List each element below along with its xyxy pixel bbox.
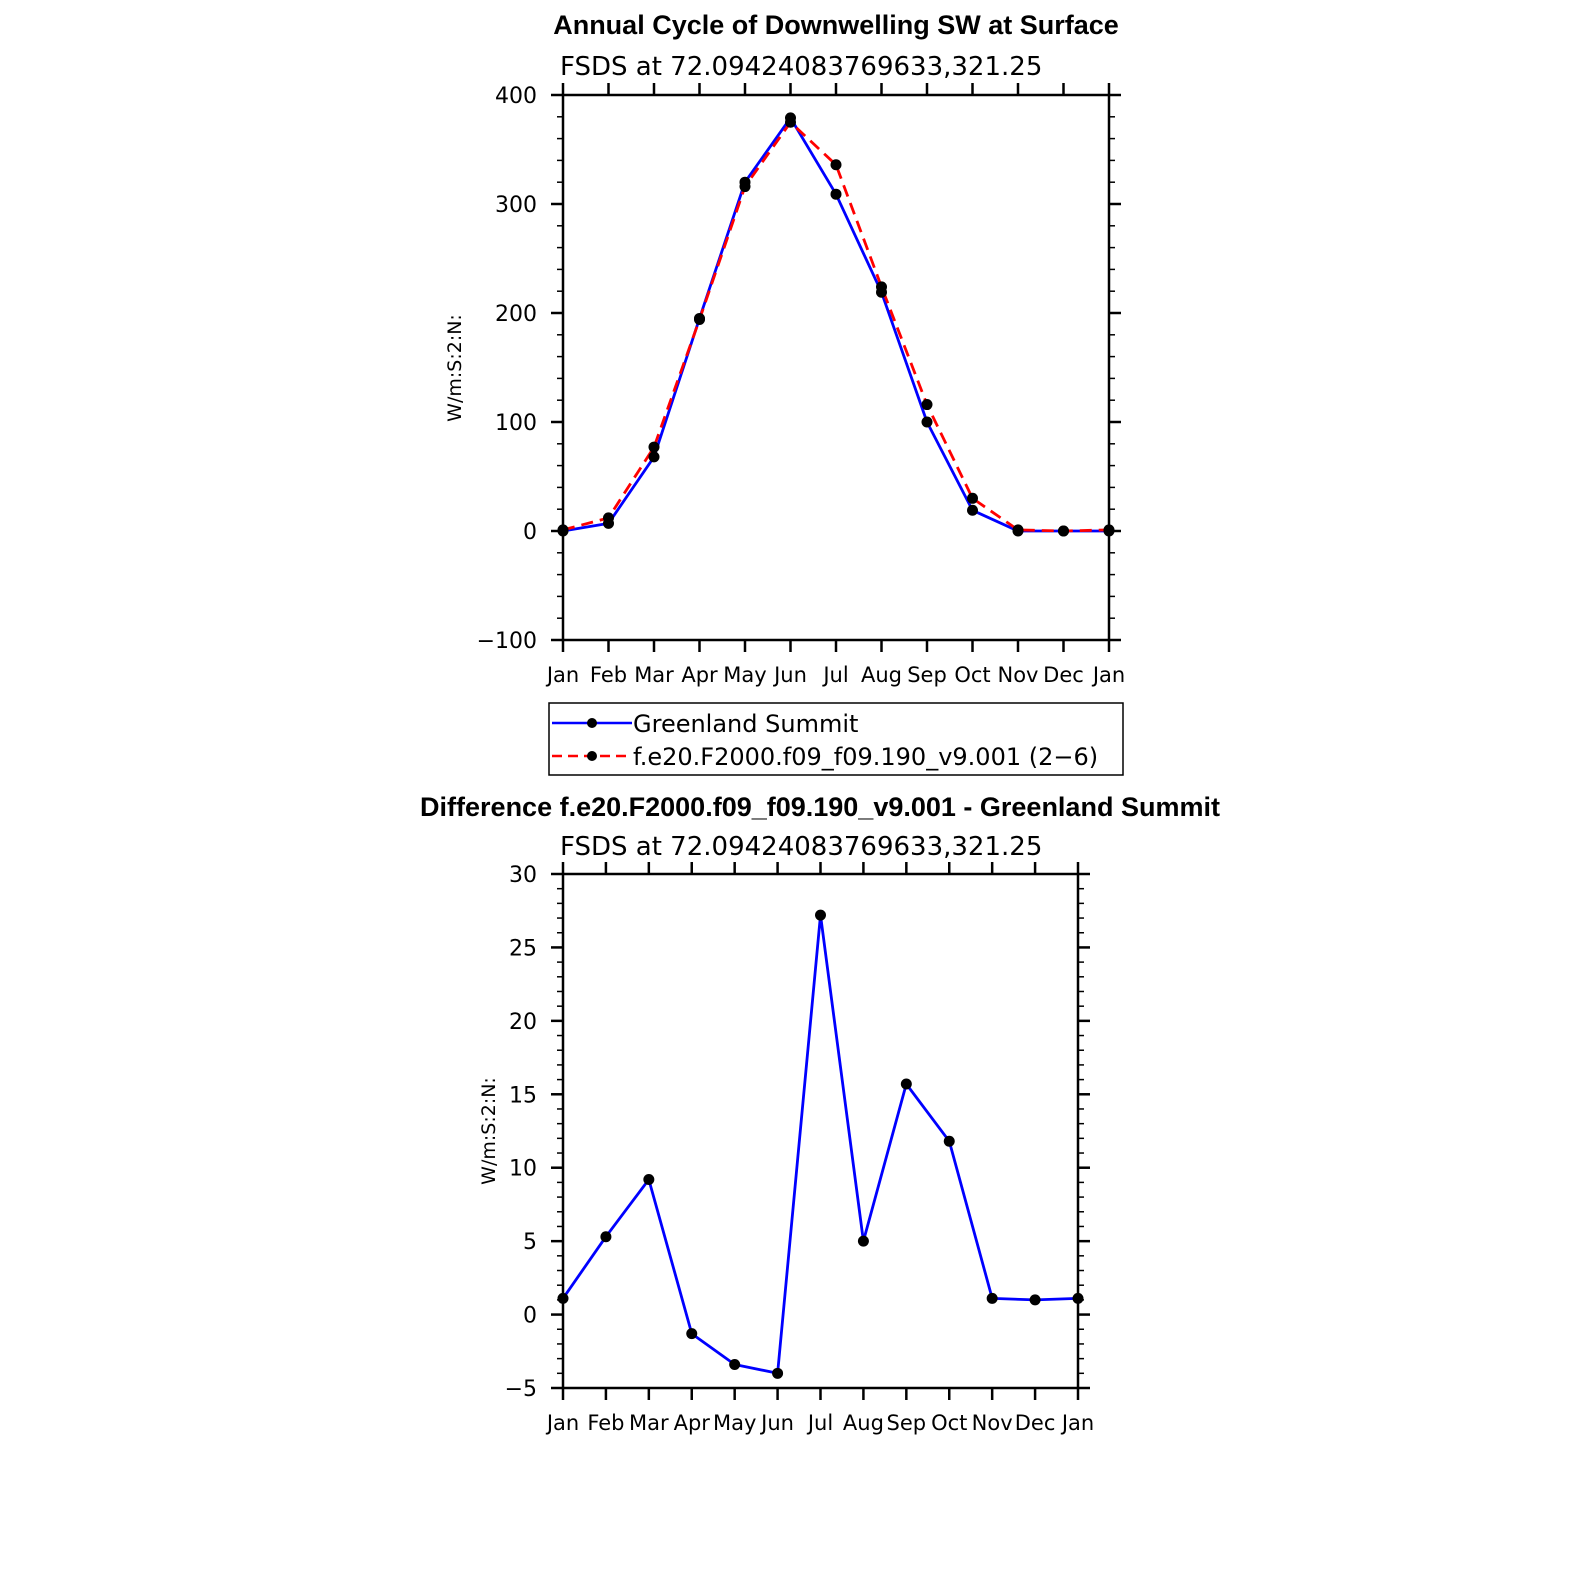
y-tick-label: 10: [509, 1157, 537, 1182]
y-tick-label: 20: [509, 1010, 537, 1035]
x-tick-label: Oct: [931, 1411, 967, 1435]
chart-title: Difference f.e20.F2000.f09_f09.190_v9.00…: [420, 792, 1220, 822]
data-point-1-3: [694, 314, 705, 326]
legend-marker-greenland-summit: [587, 718, 597, 728]
x-tick-label: Aug: [861, 663, 902, 687]
data-point-0-8: [900, 1078, 912, 1090]
x-tick-label: Oct: [954, 663, 990, 687]
y-axis-label: W/m:S:2:N:: [444, 314, 466, 422]
x-tick-label: Mar: [634, 663, 674, 687]
x-tick-label: Jul: [821, 663, 848, 687]
data-point-0-6: [815, 909, 826, 921]
x-tick-label: May: [713, 1411, 756, 1435]
x-tick-label: Feb: [587, 1411, 624, 1435]
legend-marker-model: [587, 751, 597, 761]
data-point-1-7: [876, 281, 887, 293]
y-tick-label: 100: [495, 411, 537, 436]
y-tick-label: 30: [509, 863, 537, 888]
chart-subtitle: FSDS at 72.09424083769633,321.25: [560, 832, 1042, 862]
x-tick-label: Nov: [998, 663, 1039, 687]
x-tick-label: Jan: [545, 663, 579, 687]
y-tick-label: −100: [477, 629, 537, 654]
data-point-0-6: [830, 188, 842, 200]
data-point-1-10: [1012, 524, 1024, 536]
data-point-0-9: [967, 504, 978, 516]
data-point-0-5: [772, 1367, 784, 1379]
y-tick-label: 15: [509, 1083, 537, 1108]
legend-box: [548, 702, 1124, 776]
y-tick-label: 0: [523, 1304, 537, 1329]
annual-cycle-panel: Annual Cycle of Downwelling SW at Surfac…: [444, 10, 1125, 776]
y-tick-label: 25: [509, 936, 537, 961]
data-point-0-3: [686, 1328, 698, 1340]
y-tick-label: −5: [505, 1377, 537, 1402]
data-point-0-1: [600, 1231, 612, 1243]
x-tick-label: Jan: [545, 1411, 579, 1435]
data-point-1-5: [785, 116, 796, 128]
x-tick-label: Apr: [674, 1411, 711, 1435]
series-line-0: [562, 116, 1109, 533]
y-tick-label: 5: [523, 1230, 537, 1255]
x-tick-label: Jul: [806, 1411, 833, 1435]
x-tick-label: Sep: [907, 663, 947, 687]
plot-frame: [561, 872, 1080, 1390]
legend-label-greenland-summit: Greenland Summit: [633, 710, 858, 738]
x-tick-label: Sep: [887, 1411, 927, 1435]
y-axis-label: W/m:S:2:N:: [478, 1077, 500, 1185]
x-tick-label: Dec: [1015, 1411, 1056, 1435]
legend: Greenland Summit f.e20.F2000.f09_f09.190…: [548, 702, 1124, 776]
x-tick-label: Jan: [1091, 663, 1125, 687]
data-point-1-1: [603, 512, 614, 524]
data-point-1-8: [921, 399, 933, 411]
data-point-1-6: [830, 159, 842, 171]
x-tick-label: Jan: [1060, 1411, 1094, 1435]
plot-frame: [561, 93, 1111, 642]
data-point-1-9: [967, 492, 978, 504]
series-line-0: [561, 913, 1079, 1375]
y-tick-label: 200: [495, 302, 537, 327]
x-tick-label: Feb: [590, 663, 627, 687]
x-tick-label: May: [723, 663, 766, 687]
data-point-0-7: [857, 1235, 869, 1247]
data-point-1-11: [1058, 525, 1069, 537]
data-point-0-11: [1029, 1294, 1041, 1306]
data-point-0-2: [648, 451, 660, 463]
y-tick-label: 300: [495, 193, 537, 218]
data-point-0-9: [943, 1135, 955, 1147]
x-tick-label: Aug: [843, 1411, 884, 1435]
x-tick-label: Jun: [759, 1411, 794, 1435]
difference-panel: Difference f.e20.F2000.f09_f09.190_v9.00…: [420, 792, 1220, 1435]
y-tick-label: 0: [523, 520, 537, 545]
legend-label-model: f.e20.F2000.f09_f09.190_v9.001 (2−6): [633, 743, 1098, 771]
x-tick-label: Jun: [772, 663, 807, 687]
data-point-1-2: [648, 441, 660, 453]
data-point-1-4: [739, 181, 751, 193]
data-point-0-10: [986, 1292, 998, 1304]
data-point-0-2: [643, 1173, 655, 1185]
x-tick-label: Dec: [1043, 663, 1084, 687]
data-point-0-4: [729, 1359, 741, 1371]
x-tick-label: Mar: [629, 1411, 669, 1435]
chart-subtitle: FSDS at 72.09424083769633,321.25: [560, 52, 1042, 82]
x-tick-label: Nov: [972, 1411, 1013, 1435]
y-tick-label: 400: [495, 84, 537, 109]
x-tick-label: Apr: [681, 663, 718, 687]
chart-title: Annual Cycle of Downwelling SW at Surfac…: [553, 10, 1119, 40]
data-point-0-8: [921, 416, 933, 428]
